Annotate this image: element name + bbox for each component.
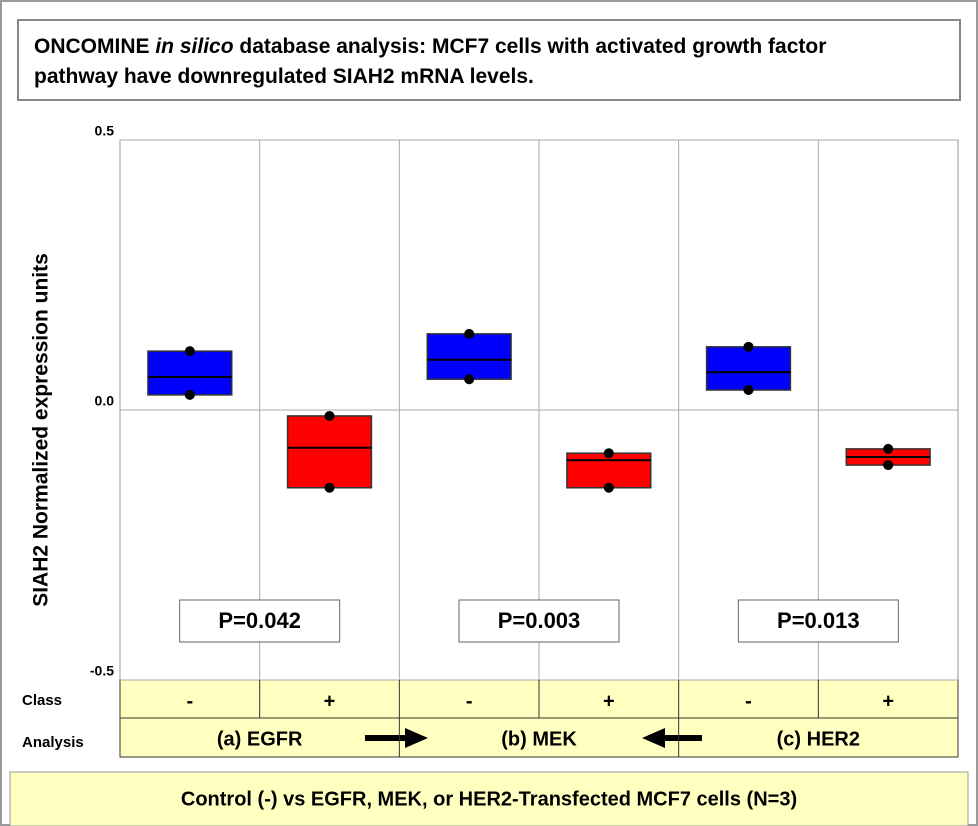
- chart-title: ONCOMINE in silico database analysis: MC…: [20, 22, 930, 98]
- max-point: [184, 346, 195, 357]
- group-label: (a) EGFR: [217, 728, 303, 750]
- annotation-box: [179, 599, 341, 643]
- annotation: P=0.042: [218, 608, 301, 633]
- x-tick-label: +: [882, 690, 894, 712]
- title-part: ONCOMINE: [34, 35, 156, 58]
- analysis-label: Analysis: [22, 734, 84, 751]
- arrow-right: [365, 728, 428, 748]
- class-label: Class: [22, 692, 62, 709]
- x-tick-label: -: [745, 690, 752, 712]
- group-label: (c) HER2: [777, 728, 860, 750]
- x-tick-label: +: [603, 690, 615, 712]
- max-point: [324, 410, 335, 421]
- y-axis-label: SIAH2 Normalized expression units: [30, 253, 53, 607]
- min-point: [184, 389, 195, 400]
- min-point: [324, 482, 335, 493]
- min-point: [883, 460, 894, 471]
- y-tick-label: -0.5: [90, 663, 114, 679]
- max-point: [464, 328, 475, 339]
- title-part: database analysis: MCF7 cells with activ…: [34, 35, 833, 88]
- title-box: [17, 19, 961, 101]
- x-tick-label: +: [324, 690, 336, 712]
- group-label: (b) MEK: [501, 728, 577, 750]
- annotation: P=0.003: [498, 608, 581, 633]
- arrow-left: [642, 728, 702, 748]
- x-tick-label: -: [466, 690, 473, 712]
- max-point: [883, 443, 894, 454]
- annotation-box: [737, 599, 899, 643]
- min-point: [603, 482, 614, 493]
- min-point: [464, 374, 475, 385]
- x-tick-label: -: [186, 690, 193, 712]
- box: [705, 346, 792, 391]
- y-tick-label: 0.5: [95, 123, 115, 139]
- box: [286, 415, 373, 489]
- max-point: [603, 448, 614, 459]
- title-part: in silico: [155, 35, 234, 58]
- footer: Control (-) vs EGFR, MEK, or HER2-Transf…: [181, 788, 797, 810]
- annotation-box: [458, 599, 620, 643]
- min-point: [743, 385, 754, 396]
- y-tick-label: 0.0: [95, 393, 115, 409]
- annotation: P=0.013: [777, 608, 860, 633]
- footer-box: [9, 771, 969, 826]
- box: [566, 452, 652, 489]
- box: [426, 333, 512, 380]
- max-point: [743, 341, 754, 352]
- box: [147, 350, 233, 396]
